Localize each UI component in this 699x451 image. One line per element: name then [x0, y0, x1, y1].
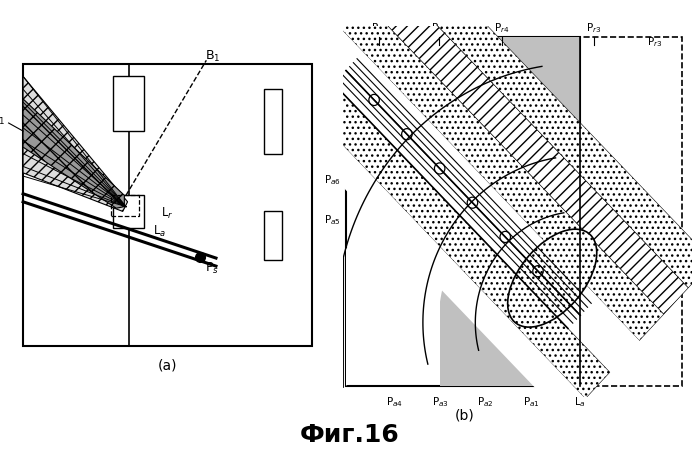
Text: L$_a$: L$_a$ — [575, 394, 586, 408]
Text: P$_{r3}$: P$_{r3}$ — [586, 21, 602, 35]
Text: P$_{a4}$: P$_{a4}$ — [387, 394, 403, 408]
Polygon shape — [325, 0, 664, 341]
Bar — [23, 64, 312, 347]
Polygon shape — [271, 45, 610, 399]
Text: (a): (a) — [158, 358, 178, 372]
Text: (b): (b) — [455, 408, 475, 422]
Text: P$_{a3}$: P$_{a3}$ — [432, 394, 449, 408]
Polygon shape — [440, 38, 580, 386]
Polygon shape — [374, 0, 699, 288]
Ellipse shape — [507, 230, 597, 327]
Bar — [346, 38, 580, 386]
Bar — [264, 90, 282, 154]
Text: P$_{a6}$: P$_{a6}$ — [324, 172, 341, 186]
Polygon shape — [23, 100, 124, 209]
Polygon shape — [350, 0, 689, 314]
Bar — [264, 212, 282, 260]
Bar — [113, 196, 144, 228]
Text: P$_{r5}$: P$_{r5}$ — [431, 21, 446, 35]
Text: A$_1$: A$_1$ — [0, 111, 6, 126]
Text: P$_{a5}$: P$_{a5}$ — [324, 213, 341, 227]
Polygon shape — [295, 13, 640, 373]
Text: P$_{r2}$: P$_{r2}$ — [601, 194, 617, 208]
Bar — [113, 77, 144, 132]
Text: L$_a$: L$_a$ — [587, 295, 599, 308]
Text: P$_{r6}$: P$_{r6}$ — [371, 21, 387, 35]
Text: P$_{r3}$: P$_{r3}$ — [647, 36, 662, 49]
Text: L$_f$: L$_f$ — [587, 258, 598, 271]
Polygon shape — [346, 159, 591, 386]
Text: Фиг.16: Фиг.16 — [300, 423, 399, 446]
Text: P$_{a2}$: P$_{a2}$ — [477, 394, 494, 408]
Polygon shape — [251, 71, 585, 420]
Bar — [112, 196, 139, 217]
Text: P$_{r4}$: P$_{r4}$ — [493, 21, 510, 35]
Text: P$_{r1}$: P$_{r1}$ — [601, 246, 617, 260]
Text: P$_s$: P$_s$ — [205, 261, 219, 276]
Polygon shape — [23, 77, 128, 212]
Text: L$_a$: L$_a$ — [153, 223, 166, 239]
Text: P$_{a1}$: P$_{a1}$ — [523, 394, 540, 408]
Text: L$_r$: L$_r$ — [161, 206, 174, 221]
Text: B$_1$: B$_1$ — [205, 49, 220, 64]
